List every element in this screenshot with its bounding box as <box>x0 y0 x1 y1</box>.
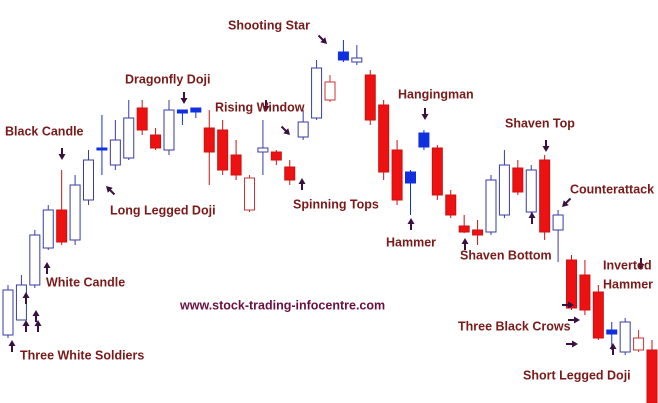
annotation: Shooting Star <box>228 18 310 32</box>
candle-body <box>592 291 604 339</box>
annotation: Black Candle <box>5 124 84 138</box>
candle-body <box>525 169 537 213</box>
candle-body <box>230 154 242 176</box>
candle-body <box>472 229 484 236</box>
candle-body <box>15 284 27 321</box>
annotation: Three White Soldiers <box>20 348 144 362</box>
arrow <box>562 197 572 207</box>
candles <box>2 40 658 403</box>
candle-body <box>29 234 41 286</box>
annotation: Hammer <box>603 277 653 291</box>
candle-body <box>445 194 457 216</box>
arrow <box>568 316 580 324</box>
candle-body <box>566 259 577 309</box>
annotation: Hammer <box>386 235 436 249</box>
candle-body <box>297 121 309 138</box>
candle-body <box>163 109 175 151</box>
candle-body <box>485 179 497 233</box>
candle-body <box>418 132 430 148</box>
arrow <box>461 238 469 250</box>
candle-body <box>284 166 296 181</box>
arrow <box>34 320 42 332</box>
arrow <box>8 340 16 352</box>
arrow <box>542 140 550 152</box>
candle-body <box>364 74 376 121</box>
annotation: Three Black Crows <box>458 319 571 333</box>
annotation: Dragonfly Doji <box>125 72 210 86</box>
candle-body <box>552 214 564 231</box>
candle-body <box>351 57 363 63</box>
labels: Shooting Star Dragonfly Doji Black Candle R… <box>5 18 654 382</box>
annotation: Short Legged Doji <box>523 368 631 382</box>
candle-body <box>405 171 416 184</box>
arrow <box>407 218 415 230</box>
candle-body <box>42 209 54 249</box>
candle-body <box>150 134 162 149</box>
annotation: Long Legged Doji <box>110 203 216 217</box>
candle-body <box>646 349 658 403</box>
arrow <box>22 320 30 332</box>
candle-body <box>176 109 188 114</box>
candle-body <box>606 329 618 335</box>
arrow <box>566 340 578 348</box>
candle-body <box>203 127 215 153</box>
annotation: Inverted <box>603 258 652 272</box>
arrow <box>22 292 30 304</box>
candle-body <box>579 274 591 311</box>
arrow <box>528 212 536 224</box>
candle-body <box>270 151 282 161</box>
candle-body <box>458 225 470 233</box>
candle-body <box>512 167 524 193</box>
candle-body <box>633 337 645 351</box>
candle-body <box>378 104 390 173</box>
candle-body <box>311 67 323 119</box>
candle-body <box>56 209 68 243</box>
candle-body <box>244 177 255 211</box>
candle-body <box>498 164 510 216</box>
candle-body <box>391 149 403 201</box>
annotation: Hangingman <box>398 87 474 101</box>
arrow <box>637 258 645 270</box>
candle-body <box>83 159 94 201</box>
annotation: www.stock-trading-infocentre.com <box>179 298 385 312</box>
arrow <box>280 125 290 135</box>
candle-body <box>217 129 229 171</box>
arrow <box>180 92 188 104</box>
candle-body <box>337 51 349 61</box>
arrow <box>298 178 306 190</box>
candle-body <box>539 159 551 233</box>
candle-body <box>2 289 14 336</box>
arrow <box>421 108 429 120</box>
candle-body <box>257 147 269 153</box>
annotation: Shaven Bottom <box>460 248 552 262</box>
candle-body <box>431 147 443 196</box>
annotation: Shaven Top <box>505 116 575 130</box>
candle-body <box>324 81 336 101</box>
arrow <box>317 34 327 44</box>
candle-body <box>69 184 81 241</box>
candle-body <box>619 321 631 353</box>
candle-body <box>109 139 121 166</box>
arrow <box>43 262 51 274</box>
annotation: Rising Window <box>215 100 305 114</box>
arrow <box>32 310 40 322</box>
candle-body <box>123 117 135 159</box>
arrow <box>609 343 617 355</box>
candle-body <box>136 107 148 131</box>
annotation: Counterattack <box>570 182 654 196</box>
arrows <box>8 34 645 355</box>
arrow <box>562 301 574 309</box>
candle-body <box>190 107 202 113</box>
annotation: Spinning Tops <box>293 197 379 211</box>
annotation: White Candle <box>46 275 125 289</box>
arrow <box>58 148 66 160</box>
candle-body <box>96 147 108 151</box>
arrow <box>262 100 270 112</box>
arrow <box>106 186 116 196</box>
